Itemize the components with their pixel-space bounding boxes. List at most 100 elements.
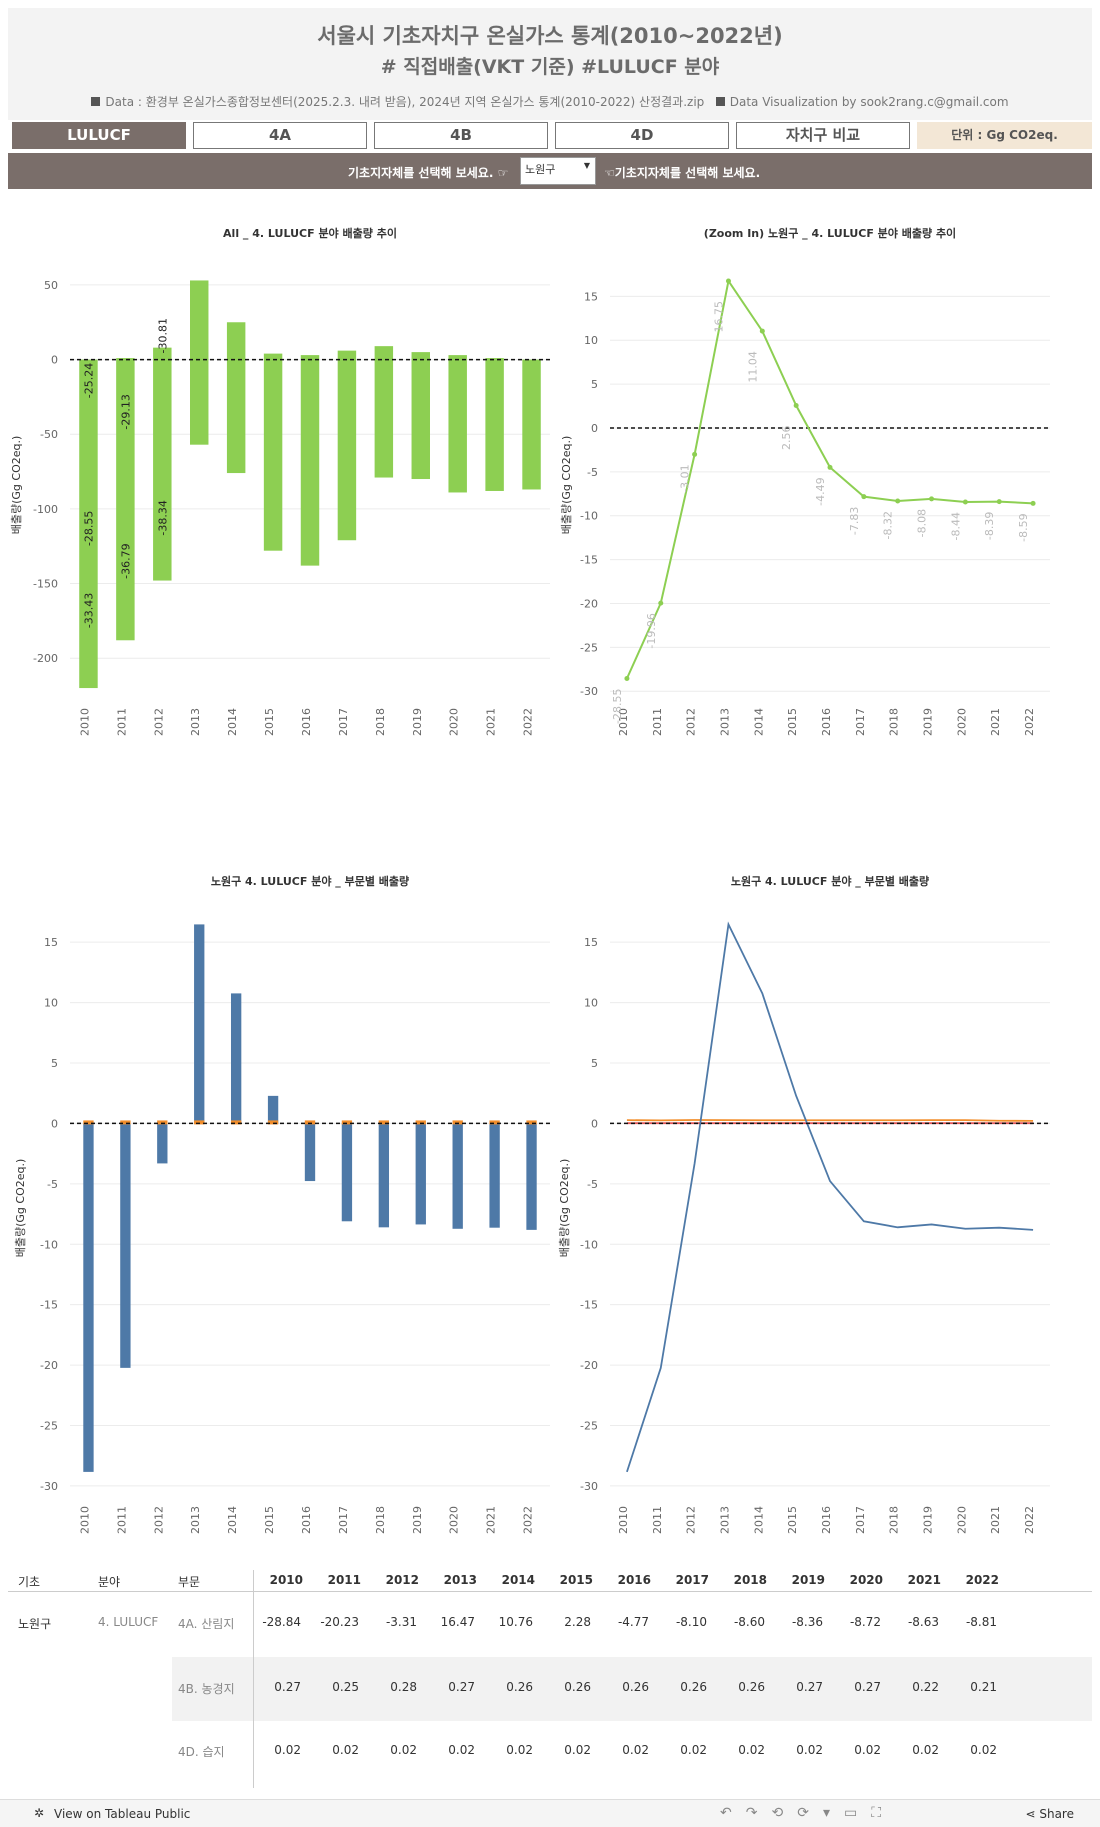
view-on-tableau-link[interactable]: View on Tableau Public <box>54 1807 191 1821</box>
pause-icon[interactable]: ▾ <box>822 1805 844 1821</box>
data-label: -8.08 <box>916 509 929 537</box>
y-tick-label: 5 <box>591 378 598 391</box>
col-header-year: 2012 <box>385 1573 419 1587</box>
x-tick-label: 2014 <box>226 708 239 736</box>
y-tick-label: -10 <box>580 1238 598 1251</box>
y-tick-label: 15 <box>584 936 598 949</box>
district-dropdown[interactable]: 노원구 ▼ <box>520 157 596 185</box>
x-tick-label: 2011 <box>115 1506 128 1534</box>
share-button[interactable]: ⋖ Share <box>1025 1807 1074 1821</box>
tab-4a[interactable]: 4A <box>193 122 367 149</box>
data-label: -33.43 <box>82 593 95 628</box>
data-point <box>996 499 1002 505</box>
tab-4b[interactable]: 4B <box>374 122 548 149</box>
data-label: -36.79 <box>119 543 132 578</box>
series-line <box>626 921 1034 1473</box>
x-tick-label: 2022 <box>1023 708 1036 736</box>
x-tick-label: 2011 <box>651 1506 664 1534</box>
data-point <box>725 278 731 284</box>
table-cell: -8.81 <box>965 1615 997 1629</box>
y-tick-label: -5 <box>587 1178 598 1191</box>
data-label: -8.39 <box>983 512 996 540</box>
y-tick-label: -50 <box>40 428 58 441</box>
undo-icon[interactable]: ↶ <box>720 1805 746 1821</box>
tab-lulucf[interactable]: LULUCF <box>12 122 186 149</box>
x-tick-label: 2020 <box>448 1506 461 1534</box>
table-cell: 0.02 <box>970 1743 997 1757</box>
fullscreen-icon[interactable]: ⛶ <box>871 1805 896 1821</box>
y-tick-label: -30 <box>580 685 598 698</box>
revert-icon[interactable]: ⟲ <box>771 1805 798 1821</box>
data-point <box>895 498 901 504</box>
y-tick-label: -5 <box>587 466 598 479</box>
table-subsector-label: 4D. 습지 <box>178 1745 225 1759</box>
tab-district-compare[interactable]: 자치구 비교 <box>736 122 910 149</box>
table-cell: 16.47 <box>440 1615 475 1629</box>
bullet-square-icon <box>715 97 725 106</box>
x-tick-label: 2013 <box>718 708 731 736</box>
bar <box>448 355 467 493</box>
col-header-year: 2015 <box>559 1573 593 1587</box>
table-cell: 0.26 <box>622 1680 649 1694</box>
table-cell: -8.10 <box>675 1615 707 1629</box>
data-point <box>929 496 935 502</box>
data-point <box>692 451 698 457</box>
series-line <box>626 1119 1034 1122</box>
table-cell: 0.02 <box>738 1743 765 1757</box>
table-cell: 2.28 <box>564 1615 591 1629</box>
table-cell: 0.02 <box>622 1743 649 1757</box>
y-tick-label: -20 <box>580 597 598 610</box>
bar <box>411 352 430 480</box>
y-tick-label: -30 <box>40 1480 58 1493</box>
toolbar-icons: ↶↷⟲⟳▾▭⛶ <box>720 1805 895 1821</box>
x-tick-label: 2011 <box>115 708 128 736</box>
y-tick-label: 0 <box>591 422 598 435</box>
dashboard-header: 서울시 기초자치구 온실가스 통계(2010~2022년) # 직접배출(VKT… <box>8 8 1092 120</box>
x-tick-label: 2021 <box>989 1506 1002 1534</box>
table-cell: 0.02 <box>680 1743 707 1757</box>
tableau-footer: ✲ View on Tableau Public ↶↷⟲⟳▾▭⛶ ⋖ Share <box>0 1799 1100 1827</box>
y-tick-label: 5 <box>591 1057 598 1070</box>
col-header-year: 2010 <box>269 1573 303 1587</box>
table-cell: -4.77 <box>617 1615 649 1629</box>
y-tick-label: -25 <box>40 1420 58 1433</box>
bullet-square-icon <box>91 97 101 106</box>
table-cell: -8.60 <box>733 1615 765 1629</box>
table-cell: 0.02 <box>912 1743 939 1757</box>
device-layout-icon[interactable]: ▭ <box>843 1805 872 1821</box>
x-tick-label: 2021 <box>485 1506 498 1534</box>
selector-bar: 기초지자체를 선택해 보세요. ☞ 노원구 ▼ ☜기초지자체를 선택해 보세요. <box>8 153 1092 189</box>
x-tick-label: 2012 <box>685 1506 698 1534</box>
table-cell: 0.02 <box>332 1743 359 1757</box>
table-cell: -8.72 <box>849 1615 881 1629</box>
tab-4d[interactable]: 4D <box>555 122 729 149</box>
bar <box>83 1123 94 1472</box>
table-sector: 4. LULUCF <box>98 1615 159 1629</box>
x-tick-label: 2022 <box>1023 1506 1036 1534</box>
x-tick-label: 2022 <box>522 708 535 736</box>
x-tick-label: 2022 <box>522 1506 535 1534</box>
y-tick-label: 15 <box>584 290 598 303</box>
y-tick-label: -15 <box>40 1299 58 1312</box>
table-cell: 0.27 <box>854 1680 881 1694</box>
y-axis-label: 배출량(Gg CO2eq.) <box>558 1159 571 1258</box>
x-tick-label: 2021 <box>485 708 498 736</box>
chart-title: (Zoom In) 노원구 _ 4. LULUCF 분야 배출량 추이 <box>704 226 956 240</box>
dropdown-arrow-icon: ▼ <box>583 161 590 170</box>
data-label: -25.24 <box>82 363 95 398</box>
x-tick-label: 2010 <box>617 1506 630 1534</box>
bar <box>190 280 209 445</box>
dashboard-title: 서울시 기초자치구 온실가스 통계(2010~2022년) <box>317 24 783 48</box>
refresh-icon[interactable]: ⟳ <box>797 1805 823 1821</box>
nav-bar: LULUCF 4A 4B 4D 자치구 비교 단위 : Gg CO2eq. <box>12 122 1092 150</box>
bar <box>341 1123 353 1222</box>
bar <box>157 1123 168 1164</box>
x-tick-label: 2018 <box>374 708 387 736</box>
bar <box>452 1123 463 1229</box>
y-tick-label: -20 <box>580 1359 598 1372</box>
bar <box>526 1123 537 1230</box>
x-tick-label: 2015 <box>263 1506 276 1534</box>
y-axis-label: 배출량(Gg CO2eq.) <box>10 436 23 535</box>
redo-icon[interactable]: ↷ <box>745 1805 772 1821</box>
y-axis-label: 배출량(Gg CO2eq.) <box>14 1159 27 1258</box>
